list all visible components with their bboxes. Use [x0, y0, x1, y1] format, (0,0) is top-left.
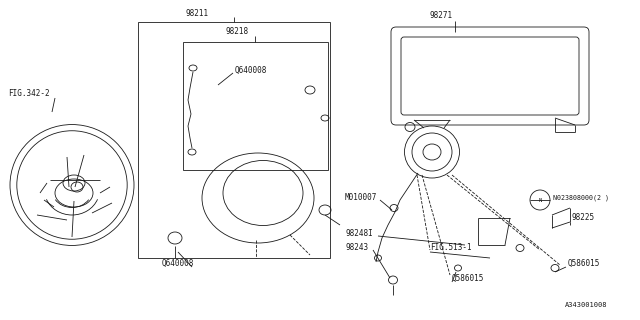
Text: 98218: 98218 [225, 28, 248, 36]
Text: N023808000(2 ): N023808000(2 ) [553, 195, 609, 201]
Text: A343001008: A343001008 [565, 302, 607, 308]
Text: Q640008: Q640008 [235, 66, 268, 75]
Text: Q586015: Q586015 [568, 259, 600, 268]
Text: 98248I: 98248I [345, 228, 372, 237]
Bar [138, 22, 330, 258]
Text: 98271: 98271 [430, 12, 453, 20]
Bar [183, 42, 328, 170]
Text: 98225: 98225 [572, 213, 595, 222]
Text: M010007: M010007 [345, 194, 378, 203]
Text: 98243: 98243 [345, 244, 368, 252]
Text: 98211: 98211 [186, 9, 209, 18]
Text: FIG.513-1: FIG.513-1 [430, 244, 472, 252]
Text: Q586015: Q586015 [452, 274, 484, 283]
Text: Q640008: Q640008 [162, 259, 195, 268]
Text: FIG.342-2: FIG.342-2 [8, 89, 50, 98]
Text: N: N [538, 197, 541, 203]
